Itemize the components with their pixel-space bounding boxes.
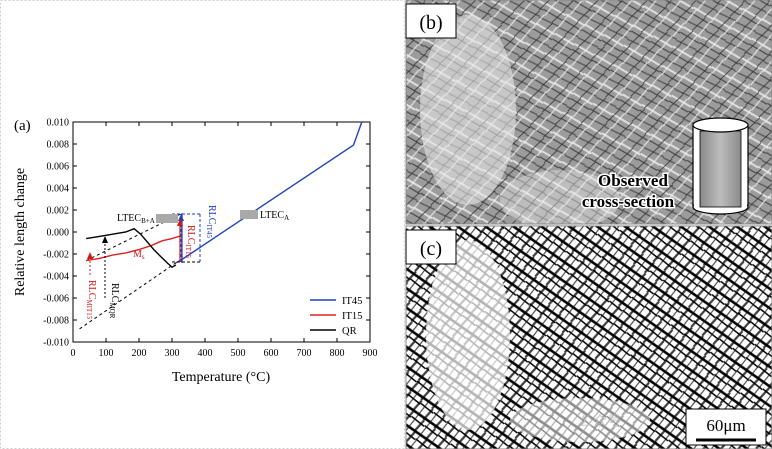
y-tick-label: 0.006 (47, 162, 70, 173)
micrograph-c: (c) 公众号 60μm (405, 225, 772, 449)
x-tick-label: 0 (71, 348, 76, 359)
scale-bar-label: 60μm (706, 416, 745, 435)
watermark-text: 公众号 (579, 414, 621, 430)
legend-label: IT45 (342, 296, 362, 307)
series-line-qr (86, 227, 177, 269)
cylinder-icon (692, 117, 749, 215)
micrograph-c-light-region (426, 240, 510, 430)
y-tick-label: 0.010 (47, 118, 70, 129)
series-line-it15 (86, 235, 182, 262)
micrograph-b: (b) Observed cross-section (405, 0, 772, 230)
dilatometry-chart: (a) -0.010-0.008-0.006-0.004-0.0020.0000… (0, 0, 405, 449)
y-tick-label: -0.004 (43, 272, 69, 283)
panel-c-label-box (405, 229, 457, 265)
legend-label: IT15 (342, 311, 362, 322)
micrograph-b-light-region-2 (500, 170, 620, 230)
y-tick-label: -0.008 (43, 316, 69, 327)
micrograph-c-border (405, 225, 772, 449)
micrograph-b-border (405, 0, 772, 225)
y-tick-label: 0.008 (47, 140, 70, 151)
x-tick-label: 100 (99, 348, 114, 359)
rlc-it45-label: RLCIT45 (205, 205, 217, 239)
x-tick-label: 400 (198, 348, 213, 359)
x-tick-label: 500 (231, 348, 246, 359)
micrograph-c-light-region-2 (510, 398, 650, 442)
cross-section-label: cross-section (582, 192, 675, 211)
x-tick-label: 800 (330, 348, 345, 359)
legend: IT45 IT15 QR (310, 296, 362, 337)
x-tick-label: 900 (363, 348, 378, 359)
x-tick-label: 200 (132, 348, 147, 359)
rlc-it15-arrowhead (177, 219, 183, 226)
ltec-ba-box (156, 214, 178, 223)
rlc-mqr-arrowhead (102, 236, 108, 243)
rlc-mit15-label: RLCMIT15 (85, 280, 97, 320)
panel-b-label-box (405, 3, 457, 39)
panel-a-frame (0, 0, 405, 449)
micrograph-b-light-region (420, 15, 516, 205)
series-group (86, 121, 363, 269)
y-tick-label: -0.002 (43, 250, 69, 261)
observed-label: Observed (598, 171, 668, 190)
x-tick-label: 700 (297, 348, 312, 359)
y-tick-label: -0.010 (43, 338, 69, 349)
series-line-it45 (175, 121, 363, 264)
y-tick-label: 0.000 (47, 228, 70, 239)
legend-label: QR (342, 326, 357, 337)
ltec-ba-label: LTECB+A (117, 213, 155, 225)
rlc-mit15-arrowhead (87, 252, 93, 259)
panel-a-label: (a) (14, 118, 31, 134)
y-tick-label: -0.006 (43, 294, 69, 305)
rlc-markers (87, 210, 258, 300)
rlc-mqr-label: RLCMQR (108, 283, 120, 319)
y-tick-label: 0.002 (47, 206, 70, 217)
y-axis: -0.010 -0.008 -0.006 -0.004 -0.002 0.000 0.002… (43, 118, 370, 349)
ms-label: Ms (133, 249, 145, 261)
x-tick-label: 600 (264, 348, 279, 359)
y-tick-label: 0.004 (47, 184, 70, 195)
panel-b-label: (b) (419, 12, 442, 34)
rlc-it15-label: RLCIT15 (184, 225, 196, 259)
y-axis-label: Relative length change (13, 168, 28, 296)
ltec-a-box (240, 210, 258, 219)
x-axis-label: Temperature (°C) (172, 370, 271, 385)
ltec-a-label: LTECA (260, 210, 289, 222)
x-axis: 0 100 200 300 400 500 600 700 800 900 (71, 122, 378, 359)
x-tick-label: 300 (165, 348, 180, 359)
panel-c-label: (c) (420, 238, 442, 260)
extrapolation-line-qr (79, 262, 177, 330)
